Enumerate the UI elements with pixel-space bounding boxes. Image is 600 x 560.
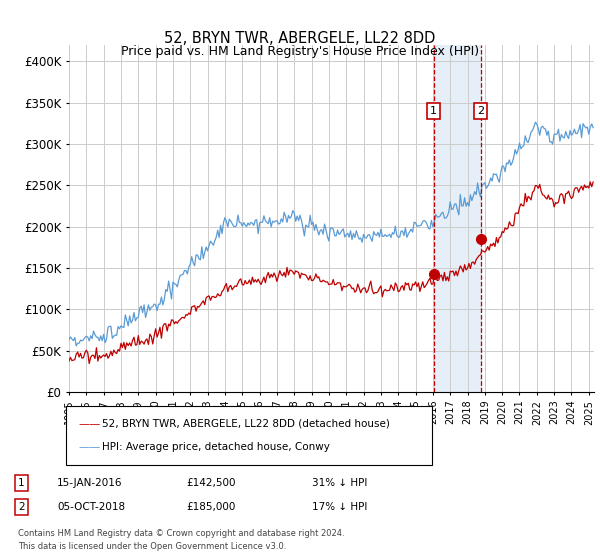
Text: 31% ↓ HPI: 31% ↓ HPI (312, 478, 367, 488)
Text: 1: 1 (18, 478, 25, 488)
Text: ——: —— (78, 419, 100, 429)
Text: Contains HM Land Registry data © Crown copyright and database right 2024.: Contains HM Land Registry data © Crown c… (18, 529, 344, 538)
Text: 52, BRYN TWR, ABERGELE, LL22 8DD: 52, BRYN TWR, ABERGELE, LL22 8DD (164, 31, 436, 46)
Text: This data is licensed under the Open Government Licence v3.0.: This data is licensed under the Open Gov… (18, 542, 286, 551)
Text: 05-OCT-2018: 05-OCT-2018 (57, 502, 125, 512)
Text: 52, BRYN TWR, ABERGELE, LL22 8DD (detached house): 52, BRYN TWR, ABERGELE, LL22 8DD (detach… (102, 419, 390, 429)
Text: £185,000: £185,000 (186, 502, 235, 512)
Text: ——: —— (78, 442, 100, 452)
Text: 1: 1 (430, 106, 437, 116)
Text: 2: 2 (18, 502, 25, 512)
Text: Price paid vs. HM Land Registry's House Price Index (HPI): Price paid vs. HM Land Registry's House … (121, 45, 479, 58)
Text: 15-JAN-2016: 15-JAN-2016 (57, 478, 122, 488)
Text: 2: 2 (477, 106, 484, 116)
Text: £142,500: £142,500 (186, 478, 235, 488)
Bar (434, 45, 481, 392)
Text: 17% ↓ HPI: 17% ↓ HPI (312, 502, 367, 512)
Text: HPI: Average price, detached house, Conwy: HPI: Average price, detached house, Conw… (102, 442, 330, 452)
